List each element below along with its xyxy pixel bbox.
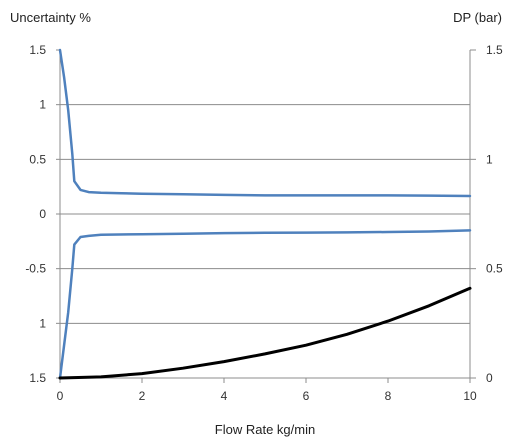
y-axis-left-title: Uncertainty % — [10, 10, 91, 25]
y-left-tick-label: 1 — [39, 316, 46, 330]
series-line-2 — [58, 229, 472, 380]
x-tick-label: 6 — [303, 389, 310, 403]
y-left-tick-label: 0.5 — [29, 152, 46, 166]
x-tick-label: 10 — [463, 389, 477, 403]
y-right-tick-label: 0.5 — [486, 262, 503, 276]
series-line-1 — [58, 48, 472, 198]
y-left-tick-label: -0.5 — [25, 262, 46, 276]
y-left-tick-label: 1.5 — [29, 371, 46, 385]
y-axis-right-title: DP (bar) — [453, 10, 502, 25]
y-right-tick-label: 0 — [486, 371, 493, 385]
gridlines — [60, 104, 470, 324]
tick-labels: 1.5 1 0.5 0 -0.5 1 1.5 1.5 1 0.5 0 0 2 4 6 8 10 — [25, 43, 503, 403]
x-axis-title: Flow Rate kg/min — [215, 422, 315, 437]
y-right-tick-label: 1.5 — [486, 43, 503, 57]
y-left-tick-label: 1.5 — [29, 43, 46, 57]
y-left-tick-label: 0 — [39, 207, 46, 221]
x-tick-label: 4 — [221, 389, 228, 403]
x-tick-label: 8 — [385, 389, 392, 403]
y-left-tick-label: 1 — [39, 98, 46, 112]
x-tick-label: 0 — [57, 389, 64, 403]
x-tick-label: 2 — [139, 389, 146, 403]
y-right-tick-label: 1 — [486, 152, 493, 166]
series-line-3 — [58, 286, 472, 380]
series-lines — [58, 48, 472, 380]
axes — [56, 49, 476, 383]
